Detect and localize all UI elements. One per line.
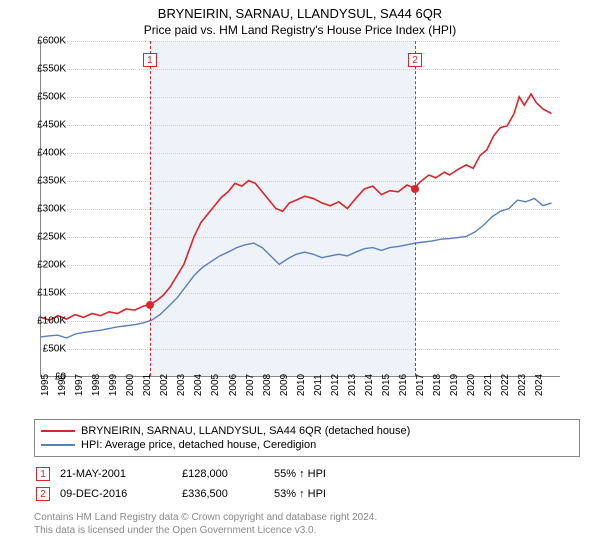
x-axis-label: 2024 — [534, 374, 545, 396]
x-axis-label: 2003 — [176, 374, 187, 396]
x-axis-label: 2006 — [228, 374, 239, 396]
x-axis-label: 2019 — [449, 374, 460, 396]
footer-line-2: This data is licensed under the Open Gov… — [34, 524, 580, 537]
x-axis-label: 2002 — [159, 374, 170, 396]
x-axis-label: 2001 — [142, 374, 153, 396]
sale-marker-box: 2 — [408, 53, 422, 67]
x-axis-label: 1997 — [74, 374, 85, 396]
x-axis-label: 2010 — [296, 374, 307, 396]
x-axis-label: 1998 — [91, 374, 102, 396]
x-axis-label: 1996 — [57, 374, 68, 396]
x-axis-label: 2020 — [466, 374, 477, 396]
sale-price: £128,000 — [182, 465, 272, 483]
y-axis-label: £250K — [26, 232, 66, 243]
sale-date: 09-DEC-2016 — [60, 485, 180, 503]
x-axis-label: 1995 — [40, 374, 51, 396]
chart-area: 12 £0£50K£100K£150K£200K£250K£300K£350K£… — [34, 41, 594, 415]
y-axis-label: £450K — [26, 120, 66, 131]
sale-row-marker: 1 — [36, 467, 50, 481]
x-axis-label: 2015 — [381, 374, 392, 396]
sale-marker-box: 1 — [143, 53, 157, 67]
sales-table: 1 21-MAY-2001£128,00055% ↑ HPI 2 09-DEC-201… — [34, 463, 336, 505]
x-axis-label: 2021 — [483, 374, 494, 396]
x-axis-label: 2008 — [262, 374, 273, 396]
y-axis-label: £50K — [26, 344, 66, 355]
y-axis-label: £100K — [26, 316, 66, 327]
y-axis-label: £500K — [26, 92, 66, 103]
chart-subtitle: Price paid vs. HM Land Registry's House … — [0, 21, 600, 41]
footer-line-1: Contains HM Land Registry data © Crown c… — [34, 511, 580, 524]
legend-item: BRYNEIRIN, SARNAU, LLANDYSUL, SA44 6QR (… — [41, 424, 573, 438]
legend-label: HPI: Average price, detached house, Cere… — [81, 439, 316, 451]
y-axis-label: £600K — [26, 36, 66, 47]
x-axis-label: 2000 — [125, 374, 136, 396]
x-axis-label: 2022 — [500, 374, 511, 396]
sale-marker-dot — [411, 185, 419, 193]
x-axis-label: 2018 — [432, 374, 443, 396]
y-axis-label: £550K — [26, 64, 66, 75]
series-line — [41, 94, 552, 320]
x-axis-label: 2023 — [517, 374, 528, 396]
legend-label: BRYNEIRIN, SARNAU, LLANDYSUL, SA44 6QR (… — [81, 425, 410, 437]
y-axis-label: £200K — [26, 260, 66, 271]
line-series — [41, 41, 560, 376]
footer: Contains HM Land Registry data © Crown c… — [34, 511, 580, 537]
x-axis-label: 2005 — [210, 374, 221, 396]
y-axis-label: £350K — [26, 176, 66, 187]
y-axis-label: £300K — [26, 204, 66, 215]
chart-container: BRYNEIRIN, SARNAU, LLANDYSUL, SA44 6QR P… — [0, 0, 600, 560]
y-axis-label: £400K — [26, 148, 66, 159]
sale-hpi-delta: 55% ↑ HPI — [274, 465, 334, 483]
legend-swatch — [41, 430, 75, 432]
y-axis-label: £150K — [26, 288, 66, 299]
legend-swatch — [41, 444, 75, 446]
sale-date: 21-MAY-2001 — [60, 465, 180, 483]
x-axis-label: 1999 — [108, 374, 119, 396]
sale-hpi-delta: 53% ↑ HPI — [274, 485, 334, 503]
x-axis-label: 2009 — [279, 374, 290, 396]
sale-row: 2 09-DEC-2016£336,50053% ↑ HPI — [36, 485, 334, 503]
sale-row-marker: 2 — [36, 487, 50, 501]
chart-title: BRYNEIRIN, SARNAU, LLANDYSUL, SA44 6QR — [0, 0, 600, 21]
x-axis-label: 2017 — [415, 374, 426, 396]
x-axis-label: 2016 — [398, 374, 409, 396]
legend-item: HPI: Average price, detached house, Cere… — [41, 438, 573, 452]
legend: BRYNEIRIN, SARNAU, LLANDYSUL, SA44 6QR (… — [34, 419, 580, 457]
x-axis-label: 2011 — [313, 374, 324, 396]
x-axis-label: 2004 — [193, 374, 204, 396]
series-line — [41, 198, 552, 338]
x-axis-label: 2014 — [364, 374, 375, 396]
x-axis-label: 2013 — [347, 374, 358, 396]
x-axis-label: 2012 — [330, 374, 341, 396]
sale-price: £336,500 — [182, 485, 272, 503]
x-axis-label: 2007 — [245, 374, 256, 396]
sale-row: 1 21-MAY-2001£128,00055% ↑ HPI — [36, 465, 334, 483]
plot-area: 12 — [40, 41, 560, 377]
